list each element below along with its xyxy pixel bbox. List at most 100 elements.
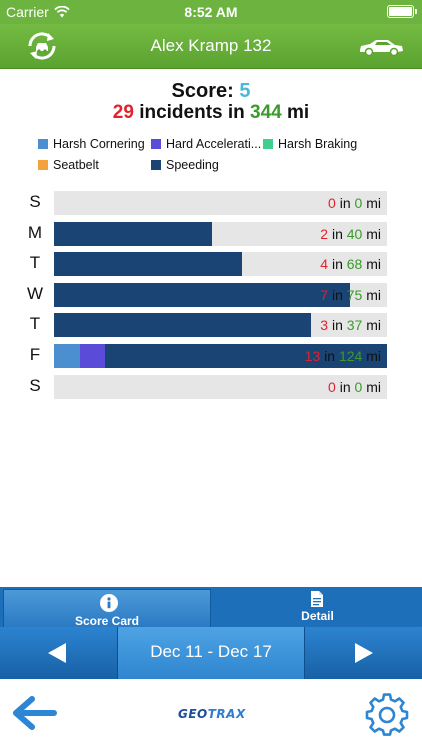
arrow-left-icon xyxy=(48,643,66,663)
legend-item: Harsh Cornering xyxy=(38,137,145,151)
legend-item: Seatbelt xyxy=(38,158,99,172)
miles-value: 68 xyxy=(346,256,363,273)
previous-week-button[interactable] xyxy=(0,627,118,679)
incident-value: 13 xyxy=(304,348,321,364)
bar-value-label: 0 in 0 mi xyxy=(328,379,381,395)
bar-segment xyxy=(54,313,311,338)
miles-value: 124 xyxy=(338,348,363,364)
tab-bar: Score Card Detail xyxy=(0,587,422,628)
incident-value: 3 xyxy=(320,317,329,334)
wifi-icon xyxy=(54,6,70,18)
bar-segment xyxy=(79,344,106,368)
bar-value-label: 0 in 0 mi xyxy=(328,195,381,211)
geotrax-logo: GEOTRAX xyxy=(178,707,246,723)
legend-item: Hard Accelerati... xyxy=(151,137,261,151)
legend-swatch xyxy=(151,139,161,149)
legend-item: Speeding xyxy=(151,158,219,172)
bar-track[interactable]: 3 in 37 mi xyxy=(54,313,387,338)
refresh-car-icon[interactable] xyxy=(24,28,60,64)
miles-value: 0 xyxy=(354,378,363,395)
incident-label: incidents in xyxy=(139,102,245,123)
unit-label: mi xyxy=(366,317,381,334)
legend-label: Harsh Cornering xyxy=(53,137,145,151)
incident-value: 7 xyxy=(320,286,329,303)
miles-value: 75 xyxy=(346,286,363,303)
date-range-label: Dec 11 - Dec 17 xyxy=(150,642,272,661)
day-label: W xyxy=(26,283,44,303)
miles-value: 37 xyxy=(346,317,363,334)
unit-label: mi xyxy=(366,286,381,303)
status-bar: Carrier 8:52 AM xyxy=(0,0,422,24)
bar-track[interactable]: 4 in 68 mi xyxy=(54,252,387,277)
incident-value: 4 xyxy=(320,256,329,273)
tab-detail[interactable]: Detail xyxy=(213,587,422,627)
car-icon[interactable] xyxy=(358,37,404,57)
status-time: 8:52 AM xyxy=(184,4,238,20)
legend-swatch xyxy=(38,160,48,170)
incident-value: 0 xyxy=(328,378,336,395)
in-label: in xyxy=(331,225,343,242)
bar-value-label: 3 in 37 mi xyxy=(320,317,381,333)
tab-score-card[interactable]: Score Card xyxy=(3,589,211,628)
gear-icon[interactable] xyxy=(365,693,409,737)
bar-value-label: 2 in 40 mi xyxy=(320,226,381,242)
bottom-toolbar: GEOTRAX xyxy=(0,679,422,750)
miles-count: 344 xyxy=(250,102,282,123)
in-label: in xyxy=(339,378,351,395)
unit-label: mi xyxy=(366,378,381,395)
unit-label: mi xyxy=(366,256,381,273)
tab-label: Score Card xyxy=(74,614,140,628)
back-arrow-icon[interactable] xyxy=(12,695,58,731)
bar-track[interactable]: 13 in 124 mi xyxy=(54,344,387,368)
bar-track[interactable]: 2 in 40 mi xyxy=(54,221,387,246)
in-label: in xyxy=(339,195,351,211)
score-label: Score: xyxy=(171,80,234,102)
legend-item: Harsh Braking xyxy=(263,137,357,151)
legend-swatch xyxy=(38,139,48,149)
date-selector: Dec 11 - Dec 17 xyxy=(0,627,422,679)
miles-unit: mi xyxy=(287,102,310,123)
score-value: 5 xyxy=(239,80,251,102)
unit-label: mi xyxy=(366,348,381,364)
legend-label: Hard Accelerati... xyxy=(166,137,262,151)
in-label: in xyxy=(331,256,343,273)
carrier-info: Carrier xyxy=(6,4,70,20)
bar-segment xyxy=(54,344,80,368)
bar-segment xyxy=(54,221,213,246)
day-label: S xyxy=(29,192,41,211)
page-title: Alex Kramp 132 xyxy=(150,36,272,55)
day-label: T xyxy=(29,314,41,334)
legend-swatch xyxy=(151,160,161,170)
bar-track[interactable]: 0 in 0 mi xyxy=(54,374,387,399)
bar-value-label: 7 in 75 mi xyxy=(320,287,381,303)
nav-header: Alex Kramp 132 xyxy=(0,24,422,69)
day-label: S xyxy=(29,375,41,395)
day-label: T xyxy=(29,253,41,273)
legend-label: Harsh Braking xyxy=(278,137,358,151)
day-label: M xyxy=(27,222,43,242)
unit-label: mi xyxy=(366,225,381,242)
score-line: Score: 5 xyxy=(0,80,422,103)
next-week-button[interactable] xyxy=(304,627,422,679)
miles-value: 0 xyxy=(354,195,363,211)
carrier-label: Carrier xyxy=(6,4,49,20)
date-range-display: Dec 11 - Dec 17 xyxy=(118,627,304,679)
incident-value: 2 xyxy=(320,225,329,242)
legend-swatch xyxy=(263,139,273,149)
incident-count: 29 xyxy=(112,102,134,123)
logo-trax: TRAX xyxy=(207,707,246,721)
bar-track[interactable]: 7 in 75 mi xyxy=(54,282,387,307)
incident-value: 0 xyxy=(328,195,336,211)
tab-label: Detail xyxy=(301,609,334,623)
in-label: in xyxy=(331,317,343,334)
incident-summary: 29 incidents in 344 mi xyxy=(0,102,422,124)
info-icon xyxy=(100,594,118,612)
bar-segment xyxy=(54,282,351,307)
bar-value-label: 13 in 124 mi xyxy=(305,348,381,364)
day-label: F xyxy=(29,345,41,364)
logo-geo: GEO xyxy=(178,707,208,721)
legend-label: Seatbelt xyxy=(53,158,99,172)
legend-label: Speeding xyxy=(166,158,219,172)
bar-track[interactable]: 0 in 0 mi xyxy=(54,191,387,215)
bar-segment xyxy=(105,344,387,368)
